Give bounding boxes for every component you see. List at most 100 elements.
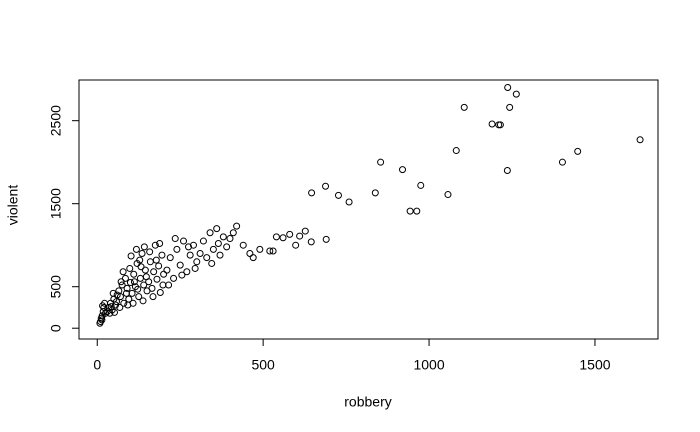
point <box>155 262 163 270</box>
point <box>146 248 154 256</box>
x-tick-label: 500 <box>251 357 275 373</box>
point <box>209 245 217 253</box>
point <box>112 298 120 306</box>
point <box>504 83 512 91</box>
point <box>135 293 143 301</box>
point <box>206 229 214 237</box>
point <box>150 268 158 276</box>
point <box>109 289 117 297</box>
point <box>246 249 254 257</box>
point <box>377 158 385 166</box>
point <box>158 251 166 259</box>
point <box>239 241 247 249</box>
point <box>322 235 330 243</box>
point <box>196 249 204 257</box>
point <box>138 249 146 257</box>
point <box>512 90 520 98</box>
point <box>558 158 566 166</box>
point <box>170 274 178 282</box>
point <box>116 303 124 311</box>
point <box>506 103 514 111</box>
point <box>186 251 194 259</box>
point <box>301 227 309 235</box>
point <box>636 136 644 144</box>
x-axis-label: robbery <box>344 394 391 410</box>
point <box>460 103 468 111</box>
point <box>134 285 142 293</box>
point <box>452 147 460 155</box>
point <box>266 247 274 255</box>
point <box>121 274 129 282</box>
point <box>119 268 127 276</box>
point <box>163 266 171 274</box>
point <box>149 293 157 301</box>
point <box>496 121 504 129</box>
point <box>203 254 211 262</box>
y-axis-label: violent <box>5 185 21 226</box>
y-tick-label: 0 <box>48 324 64 332</box>
point <box>106 309 114 317</box>
point <box>503 166 511 174</box>
point <box>152 256 160 264</box>
y-tick-label: 2500 <box>48 105 64 136</box>
plot-box <box>78 79 659 340</box>
point <box>136 256 144 264</box>
point <box>444 191 452 199</box>
point <box>156 240 164 248</box>
point <box>117 278 125 286</box>
point <box>136 274 144 282</box>
point <box>126 264 134 272</box>
point <box>296 232 304 240</box>
point <box>140 243 148 251</box>
point <box>180 237 188 245</box>
point <box>145 278 153 286</box>
point <box>279 234 287 242</box>
point <box>160 270 168 278</box>
point <box>219 233 227 241</box>
point <box>151 241 159 249</box>
point <box>176 261 184 269</box>
point <box>213 225 221 233</box>
point <box>226 235 234 243</box>
point <box>173 245 181 253</box>
point <box>189 241 197 249</box>
point <box>191 264 199 272</box>
point <box>199 237 207 245</box>
point <box>184 243 192 251</box>
point <box>413 207 421 215</box>
point <box>102 309 110 317</box>
point <box>417 181 425 189</box>
y-tick-label: 1500 <box>48 188 64 219</box>
point <box>156 289 164 297</box>
x-tick-label: 1000 <box>413 357 444 373</box>
point <box>399 166 407 174</box>
point <box>118 281 126 289</box>
x-tick-label: 0 <box>93 357 101 373</box>
point <box>126 279 134 287</box>
point <box>307 238 315 246</box>
point <box>159 281 167 289</box>
point <box>123 284 131 292</box>
point <box>272 233 280 241</box>
point <box>371 189 379 197</box>
y-tick-label: 500 <box>48 275 64 299</box>
point <box>322 182 330 190</box>
point <box>345 198 353 206</box>
point <box>165 281 173 289</box>
point <box>137 263 145 271</box>
point <box>129 299 137 307</box>
point <box>286 230 294 238</box>
point <box>488 120 496 128</box>
point <box>334 191 342 199</box>
point <box>269 247 277 255</box>
point <box>130 278 138 286</box>
point <box>140 281 148 289</box>
point <box>139 297 147 305</box>
point <box>111 308 119 316</box>
point <box>233 222 241 230</box>
point <box>229 229 237 237</box>
point <box>574 147 582 155</box>
point <box>120 299 128 307</box>
point <box>153 275 161 283</box>
point <box>216 251 224 259</box>
